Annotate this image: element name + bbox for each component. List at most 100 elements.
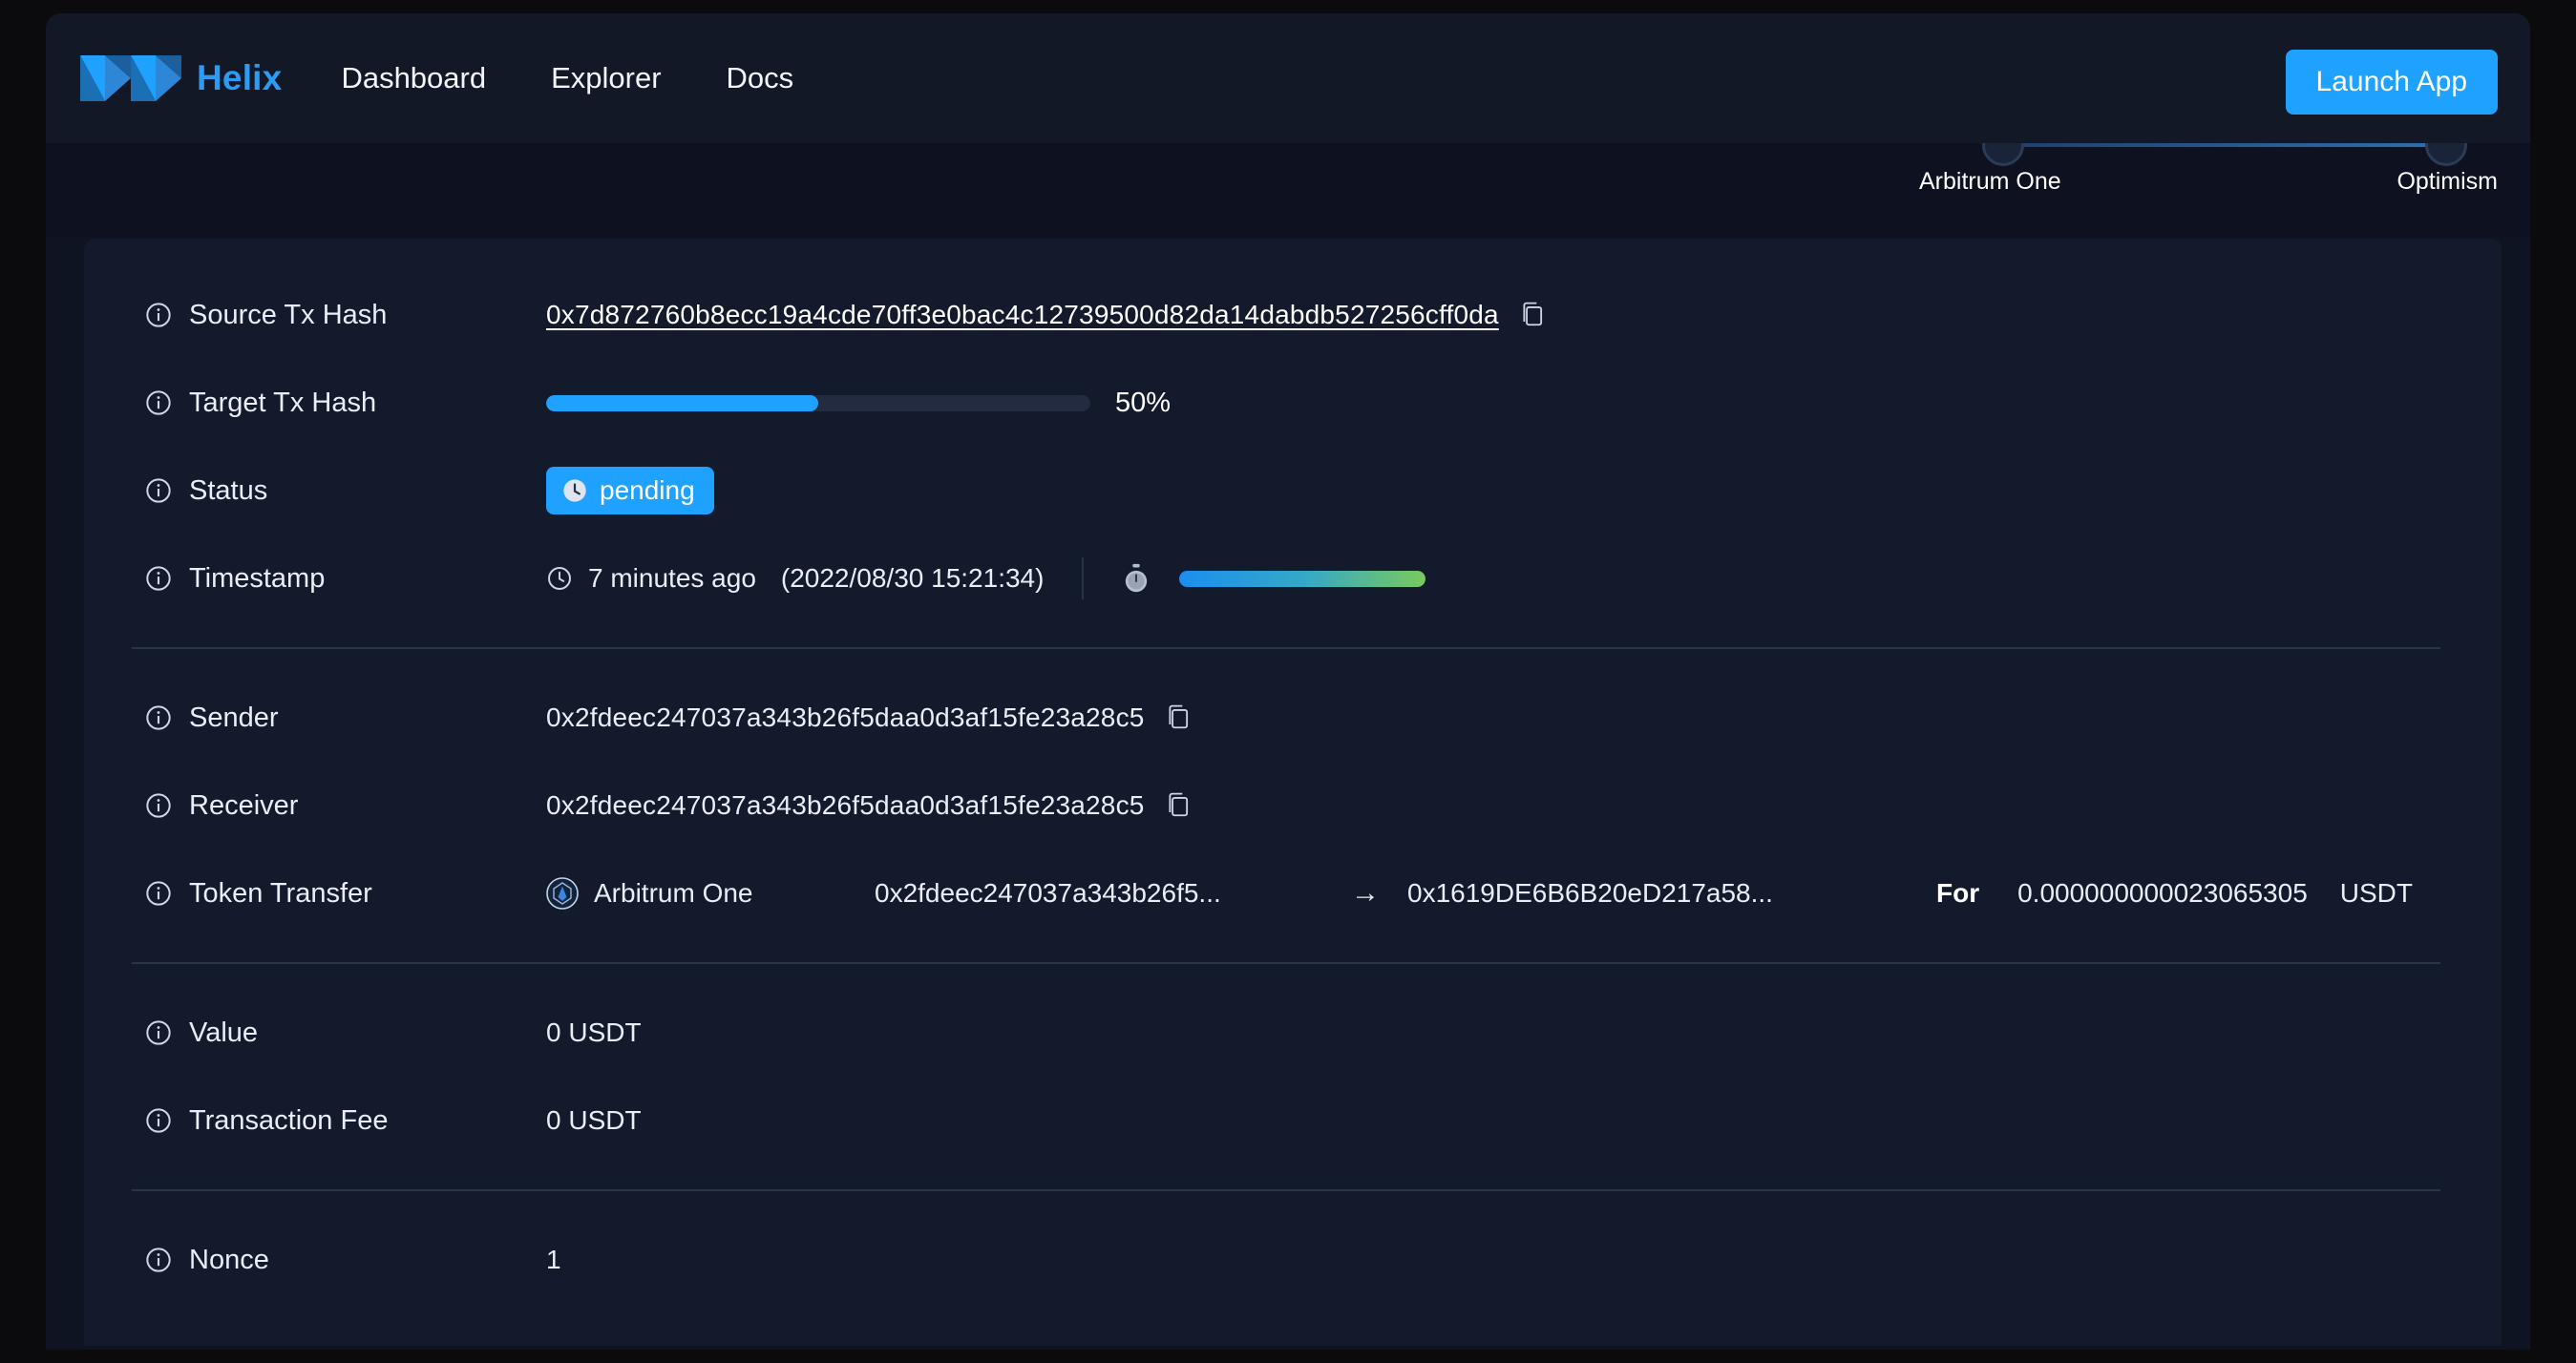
timestamp-relative: 7 minutes ago xyxy=(588,563,756,593)
brand[interactable]: Helix xyxy=(80,52,282,105)
timestamp-group: 7 minutes ago (2022/08/30 15:21:34) xyxy=(546,563,1044,594)
token-transfer-from[interactable]: 0x2fdeec247037a343b26f5... xyxy=(875,878,1221,908)
nonce-text: 1 xyxy=(546,1245,561,1274)
row-target-tx-hash: Target Tx Hash 50% xyxy=(84,359,2502,447)
copy-icon[interactable] xyxy=(1512,302,1545,328)
label-nonce: Nonce xyxy=(145,1245,546,1276)
chain-node-source xyxy=(1982,143,2024,166)
app-window: Helix Dashboard Explorer Docs Launch App… xyxy=(46,13,2530,1350)
nav-link-docs[interactable]: Docs xyxy=(726,61,794,94)
token-transfer-chain-name: Arbitrum One xyxy=(594,878,753,908)
label-text: Source Tx Hash xyxy=(189,299,388,330)
info-icon[interactable] xyxy=(145,1019,172,1046)
section-divider xyxy=(132,962,2440,964)
value-status: pending xyxy=(546,467,2440,514)
info-icon[interactable] xyxy=(145,302,172,328)
row-value: Value 0 USDT xyxy=(84,989,2502,1077)
chain-node-target xyxy=(2425,143,2467,166)
value-target-tx-hash: 50% xyxy=(546,388,2440,419)
label-target-tx-hash: Target Tx Hash xyxy=(145,388,546,419)
copy-icon[interactable] xyxy=(1158,792,1191,819)
progress-track xyxy=(546,394,1090,411)
value-source-tx-hash: 0x7d872760b8ecc19a4cde70ff3e0bac4c127395… xyxy=(546,300,2440,330)
chain-path-labels: Arbitrum One Optimism xyxy=(1919,168,2530,196)
token-transfer-for-label: For xyxy=(1936,878,1980,908)
label-receiver: Receiver xyxy=(145,790,546,822)
nav-link-explorer[interactable]: Explorer xyxy=(551,61,662,94)
label-text: Token Transfer xyxy=(189,877,372,909)
value-nonce: 1 xyxy=(546,1245,2440,1275)
label-text: Receiver xyxy=(189,789,299,821)
stopwatch-icon xyxy=(1122,562,1151,595)
helix-logo-icon xyxy=(80,52,181,105)
clock-icon xyxy=(561,477,588,504)
label-text: Value xyxy=(189,1017,259,1048)
section-divider xyxy=(132,647,2440,649)
label-text: Sender xyxy=(189,702,279,733)
label-text: Timestamp xyxy=(189,562,326,594)
token-transfer-symbol: USDT xyxy=(2339,878,2413,908)
launch-app-button[interactable]: Launch App xyxy=(2285,50,2498,115)
status-badge-text: pending xyxy=(600,475,695,505)
chain-label-source: Arbitrum One xyxy=(1919,168,2061,195)
chain-path-strip: Arbitrum One Optimism xyxy=(46,143,2530,237)
row-token-transfer: Token Transfer Arbitrum One 0x2fdeec2470… xyxy=(84,849,2502,937)
info-icon[interactable] xyxy=(145,704,172,731)
label-text: Status xyxy=(189,474,268,506)
value-sender: 0x2fdeec247037a343b26f5daa0d3af15fe23a28… xyxy=(546,702,2440,733)
label-token-transfer: Token Transfer xyxy=(145,878,546,910)
chain-path-bar xyxy=(2007,143,2442,147)
info-icon[interactable] xyxy=(145,880,172,907)
row-status: Status pending xyxy=(84,447,2502,535)
timestamp-progress-bar xyxy=(1179,570,1426,587)
info-icon[interactable] xyxy=(145,389,172,416)
target-tx-progress: 50% xyxy=(546,388,1171,419)
transaction-details-card: Source Tx Hash 0x7d872760b8ecc19a4cde70f… xyxy=(84,239,2502,1346)
row-sender: Sender 0x2fdeec247037a343b26f5daa0d3af15… xyxy=(84,674,2502,762)
receiver-address[interactable]: 0x2fdeec247037a343b26f5daa0d3af15fe23a28… xyxy=(546,790,1145,820)
token-transfer-amount: 0.000000000023065305 xyxy=(2017,878,2308,908)
chain-label-target: Optimism xyxy=(2397,168,2498,195)
label-text: Target Tx Hash xyxy=(189,387,377,418)
value-transaction-fee: 0 USDT xyxy=(546,1105,2440,1136)
details-rows: Source Tx Hash 0x7d872760b8ecc19a4cde70f… xyxy=(84,239,2502,1304)
value-timestamp: 7 minutes ago (2022/08/30 15:21:34) xyxy=(546,557,2440,599)
value-token-transfer: Arbitrum One 0x2fdeec247037a343b26f5... … xyxy=(546,877,2440,910)
token-transfer-to[interactable]: 0x1619DE6B6B20eD217a58... xyxy=(1407,878,1773,908)
info-icon[interactable] xyxy=(145,1107,172,1134)
nav-links: Dashboard Explorer Docs xyxy=(337,55,797,101)
arbitrum-icon xyxy=(546,877,579,910)
copy-icon[interactable] xyxy=(1158,704,1191,731)
sender-address[interactable]: 0x2fdeec247037a343b26f5daa0d3af15fe23a28… xyxy=(546,702,1145,732)
row-receiver: Receiver 0x2fdeec247037a343b26f5daa0d3af… xyxy=(84,762,2502,849)
label-source-tx-hash: Source Tx Hash xyxy=(145,300,546,331)
label-transaction-fee: Transaction Fee xyxy=(145,1105,546,1137)
label-text: Nonce xyxy=(189,1244,269,1275)
progress-fill xyxy=(546,394,818,411)
nav-link-dashboard[interactable]: Dashboard xyxy=(341,61,487,94)
clock-icon xyxy=(546,565,573,592)
info-icon[interactable] xyxy=(145,792,172,819)
timestamp-absolute: (2022/08/30 15:21:34) xyxy=(780,563,1045,593)
value-receiver: 0x2fdeec247037a343b26f5daa0d3af15fe23a28… xyxy=(546,790,2440,821)
row-source-tx-hash: Source Tx Hash 0x7d872760b8ecc19a4cde70f… xyxy=(84,271,2502,359)
status-badge[interactable]: pending xyxy=(546,467,714,514)
source-tx-hash-link[interactable]: 0x7d872760b8ecc19a4cde70ff3e0bac4c127395… xyxy=(546,300,1499,329)
section-divider xyxy=(132,1189,2440,1191)
row-timestamp: Timestamp 7 minutes ago (2022/08/30 15:2… xyxy=(84,535,2502,622)
top-navbar: Helix Dashboard Explorer Docs Launch App xyxy=(46,13,2530,143)
label-status: Status xyxy=(145,475,546,507)
label-value: Value xyxy=(145,1017,546,1049)
chain-path-track xyxy=(1957,143,2492,168)
info-icon[interactable] xyxy=(145,1247,172,1273)
info-icon[interactable] xyxy=(145,477,172,504)
token-transfer-chain: Arbitrum One xyxy=(546,877,861,910)
label-text: Transaction Fee xyxy=(189,1104,389,1136)
transaction-fee-text: 0 USDT xyxy=(546,1105,642,1135)
timestamp-divider xyxy=(1082,557,1085,599)
value-text: 0 USDT xyxy=(546,1017,642,1047)
value-amount: 0 USDT xyxy=(546,1017,2440,1048)
info-icon[interactable] xyxy=(145,565,172,592)
row-nonce: Nonce 1 xyxy=(84,1216,2502,1304)
